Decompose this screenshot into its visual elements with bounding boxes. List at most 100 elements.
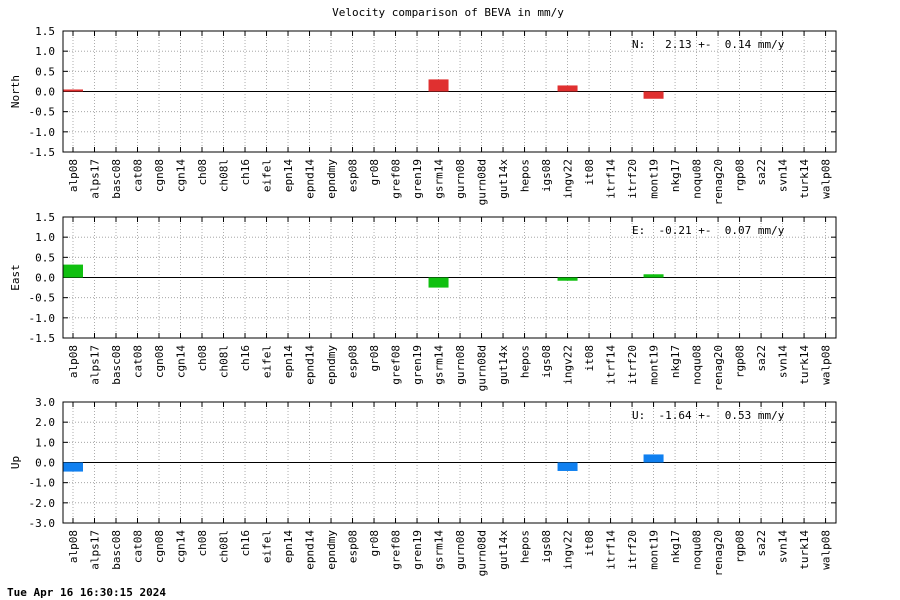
y-axis-label: Up bbox=[9, 456, 22, 469]
y-axis-label: North bbox=[9, 75, 22, 108]
category-label: gr08 bbox=[368, 345, 381, 372]
ytick-label: -1.5 bbox=[29, 332, 56, 345]
y-axis-label: East bbox=[9, 264, 22, 291]
bar-mont19 bbox=[643, 274, 664, 278]
category-label: svn14 bbox=[777, 345, 790, 378]
category-label: ingv22 bbox=[562, 159, 575, 199]
ytick-label: -1.0 bbox=[29, 126, 56, 139]
timestamp-footer: Tue Apr 16 16:30:15 2024 bbox=[7, 586, 166, 599]
category-label: gsrm14 bbox=[433, 345, 446, 385]
velocity-annotation: U: -1.64 +- 0.53 mm/y bbox=[632, 409, 785, 422]
category-label: cat08 bbox=[132, 345, 145, 378]
category-label: gurn08d bbox=[476, 530, 489, 576]
category-label: cgn08 bbox=[153, 159, 166, 192]
category-label: igs08 bbox=[540, 345, 553, 378]
category-label: gut14x bbox=[497, 345, 510, 385]
category-label: alp08 bbox=[67, 530, 80, 563]
category-label: esp08 bbox=[347, 530, 360, 563]
chart-title: Velocity comparison of BEVA in mm/y bbox=[332, 6, 564, 19]
ytick-label: 1.0 bbox=[35, 231, 55, 244]
category-label: gren19 bbox=[411, 530, 424, 570]
category-label: hepos bbox=[519, 159, 532, 192]
bar-alp08 bbox=[63, 89, 83, 92]
category-label: gurn08d bbox=[476, 345, 489, 391]
velocity-annotation: N: 2.13 +- 0.14 mm/y bbox=[632, 38, 785, 51]
category-label: ingv22 bbox=[562, 345, 575, 385]
category-label: rgp08 bbox=[734, 345, 747, 378]
chart-panels: 1.5 1.0 0.5 0.0 -0.5 -1.0 -1.5 alp08 alps17 basc0… bbox=[9, 25, 837, 576]
plot-border bbox=[62, 30, 837, 153]
category-label: svn14 bbox=[777, 530, 790, 563]
bar-ingv22 bbox=[557, 85, 578, 92]
category-label: alp08 bbox=[67, 159, 80, 192]
category-label: mont19 bbox=[648, 159, 661, 199]
bar-mont19 bbox=[643, 91, 664, 99]
ytick-label: 2.0 bbox=[35, 416, 55, 429]
category-label: eifel bbox=[261, 530, 274, 563]
category-label: basc08 bbox=[110, 345, 123, 385]
ytick-label: -0.5 bbox=[29, 106, 56, 119]
category-label: renag20 bbox=[712, 159, 725, 205]
category-label: nkg17 bbox=[669, 159, 682, 192]
ytick-label: -1.5 bbox=[29, 146, 56, 159]
ytick-label: -3.0 bbox=[29, 517, 56, 530]
category-label: itrf20 bbox=[626, 159, 639, 199]
category-label: itrf20 bbox=[626, 530, 639, 570]
plot-border bbox=[62, 216, 837, 339]
category-label: cgn08 bbox=[153, 530, 166, 563]
category-label: alps17 bbox=[89, 159, 102, 199]
category-label: epnd14 bbox=[304, 159, 317, 199]
ytick-label: 0.0 bbox=[35, 457, 55, 470]
category-label: cgn14 bbox=[175, 530, 188, 563]
ytick-label: 0.5 bbox=[35, 251, 55, 264]
panel-east: 1.5 1.0 0.5 0.0 -0.5 -1.0 -1.5 alp08 alps17 basc0… bbox=[9, 211, 837, 391]
ytick-label: -2.0 bbox=[29, 497, 56, 510]
category-label: ch08 bbox=[196, 159, 209, 186]
ytick-label: 1.5 bbox=[35, 25, 55, 38]
category-label: gr08 bbox=[368, 159, 381, 186]
bar-ingv22 bbox=[557, 277, 578, 281]
category-label: nkg17 bbox=[669, 530, 682, 563]
category-label: esp08 bbox=[347, 159, 360, 192]
category-label: epn14 bbox=[282, 159, 295, 192]
category-label: epnd14 bbox=[304, 345, 317, 385]
category-label: ch16 bbox=[239, 530, 252, 557]
category-label: ch08 bbox=[196, 530, 209, 557]
ytick-label: -1.0 bbox=[29, 477, 56, 490]
category-label: svn14 bbox=[777, 159, 790, 192]
category-label: renag20 bbox=[712, 345, 725, 391]
category-label: mont19 bbox=[648, 345, 661, 385]
category-label: walp08 bbox=[820, 345, 833, 385]
ytick-label: 0.5 bbox=[35, 65, 55, 78]
category-label: gref08 bbox=[390, 159, 403, 199]
category-label: sa22 bbox=[755, 530, 768, 557]
category-label: sa22 bbox=[755, 159, 768, 186]
category-label: gref08 bbox=[390, 345, 403, 385]
ytick-label: 1.0 bbox=[35, 436, 55, 449]
ytick-label: 0.0 bbox=[35, 272, 55, 285]
category-label: gren19 bbox=[411, 159, 424, 199]
ytick-label: 3.0 bbox=[35, 396, 55, 409]
bar-alp08 bbox=[63, 264, 83, 278]
category-label: alp08 bbox=[67, 345, 80, 378]
ytick-label: -0.5 bbox=[29, 292, 56, 305]
ytick-label: 0.0 bbox=[35, 86, 55, 99]
panel-up: 3.0 2.0 1.0 0.0 -1.0 -2.0 -3.0 alp08 alps17 basc0… bbox=[9, 396, 837, 576]
category-label: gut14x bbox=[497, 530, 510, 570]
ytick-label: 1.0 bbox=[35, 45, 55, 58]
ytick-label: 1.5 bbox=[35, 211, 55, 224]
category-label: sa22 bbox=[755, 345, 768, 372]
category-label: eifel bbox=[261, 159, 274, 192]
bar-ingv22 bbox=[557, 462, 578, 471]
category-label: cat08 bbox=[132, 530, 145, 563]
category-label: basc08 bbox=[110, 530, 123, 570]
category-label: gurn08 bbox=[454, 345, 467, 385]
category-label: renag20 bbox=[712, 530, 725, 576]
category-label: gr08 bbox=[368, 530, 381, 557]
bar-gsrm14 bbox=[428, 79, 449, 92]
category-label: alps17 bbox=[89, 345, 102, 385]
category-label: ch08l bbox=[218, 345, 231, 378]
velocity-annotation: E: -0.21 +- 0.07 mm/y bbox=[632, 224, 785, 237]
category-label: epndmy bbox=[325, 345, 338, 385]
